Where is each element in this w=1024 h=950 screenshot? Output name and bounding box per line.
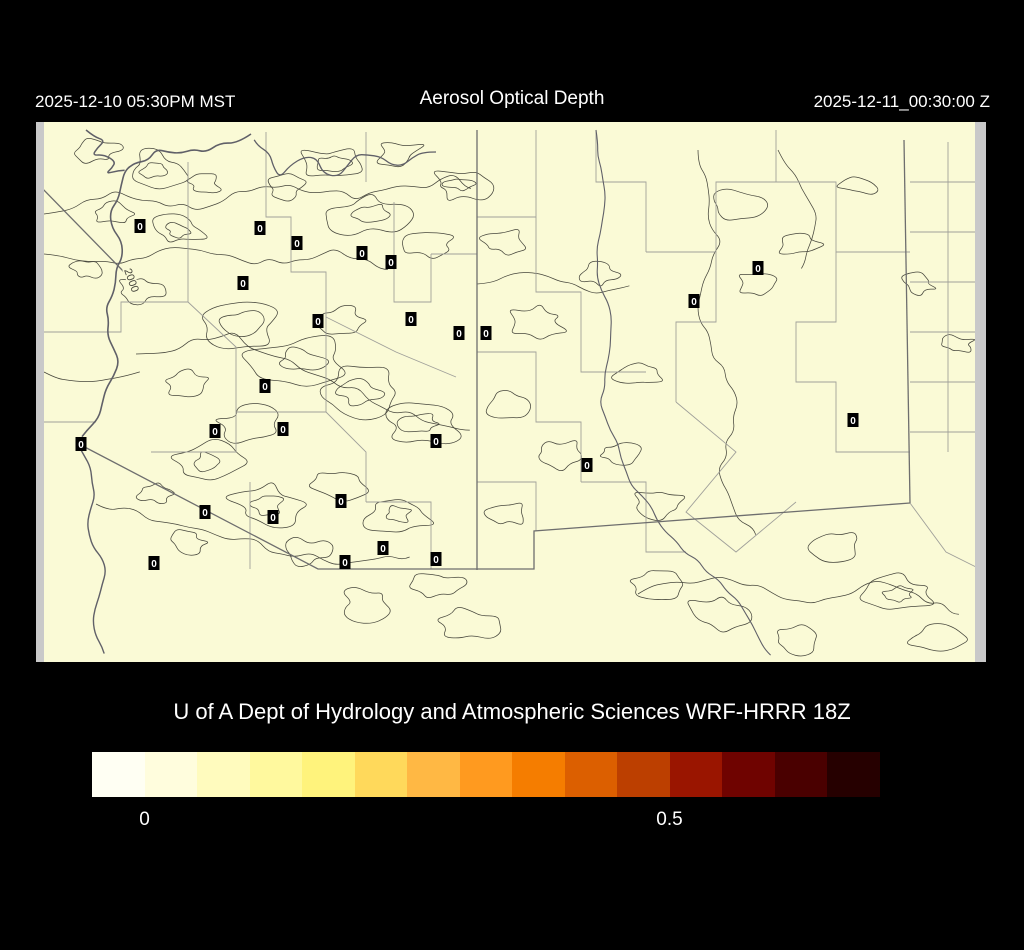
colorbar-segment bbox=[302, 752, 355, 797]
map-edge-strip bbox=[975, 122, 986, 662]
svg-text:0: 0 bbox=[483, 329, 489, 340]
valid-time-utc: 2025-12-11_00:30:00 Z bbox=[813, 92, 990, 111]
colorbar-tick-label: 0.5 bbox=[656, 809, 683, 830]
station-marker: 0 bbox=[453, 326, 465, 340]
colorbar-segment bbox=[827, 752, 880, 797]
aod-colorbar bbox=[92, 752, 880, 797]
colorbar-segment bbox=[617, 752, 670, 797]
svg-text:0: 0 bbox=[408, 315, 414, 326]
station-marker: 0 bbox=[148, 556, 160, 570]
colorbar-segment bbox=[512, 752, 565, 797]
svg-text:0: 0 bbox=[315, 317, 321, 328]
aod-map: 2000 0 0 0 0 0 0 0 0 0 0 0 0 0 0 0 0 0 0 0 0 0 0 0 0 0 0 bbox=[35, 122, 987, 662]
colorbar-segment bbox=[92, 752, 145, 797]
station-marker: 0 bbox=[752, 261, 764, 275]
colorbar-segment bbox=[459, 752, 512, 797]
station-marker: 0 bbox=[134, 219, 146, 233]
station-marker: 0 bbox=[254, 221, 266, 235]
station-marker: 0 bbox=[385, 255, 397, 269]
colorbar-segment bbox=[249, 752, 302, 797]
station-marker: 0 bbox=[199, 505, 211, 519]
station-marker: 0 bbox=[291, 236, 303, 250]
svg-text:0: 0 bbox=[338, 497, 344, 508]
station-marker: 0 bbox=[259, 379, 271, 393]
colorbar-segment bbox=[774, 752, 827, 797]
svg-text:0: 0 bbox=[755, 264, 761, 275]
colorbar-segment bbox=[564, 752, 617, 797]
svg-text:0: 0 bbox=[262, 382, 268, 393]
page-title: Aerosol Optical Depth bbox=[419, 88, 605, 109]
svg-text:0: 0 bbox=[280, 425, 286, 436]
map-edge-strip bbox=[36, 122, 44, 662]
colorbar-segment bbox=[197, 752, 250, 797]
station-marker: 0 bbox=[356, 246, 368, 260]
station-marker: 0 bbox=[312, 314, 324, 328]
station-marker: 0 bbox=[405, 312, 417, 326]
station-marker: 0 bbox=[237, 276, 249, 290]
station-marker: 0 bbox=[75, 437, 87, 451]
station-marker: 0 bbox=[277, 422, 289, 436]
colorbar-tick-label: 0 bbox=[139, 809, 150, 830]
station-marker: 0 bbox=[339, 555, 351, 569]
colorbar-segment bbox=[722, 752, 775, 797]
svg-text:0: 0 bbox=[433, 437, 439, 448]
svg-text:0: 0 bbox=[388, 258, 394, 269]
colorbar-segment bbox=[144, 752, 197, 797]
station-marker: 0 bbox=[377, 541, 389, 555]
colorbar-segment bbox=[354, 752, 407, 797]
svg-text:0: 0 bbox=[270, 513, 276, 524]
station-marker: 0 bbox=[847, 413, 859, 427]
svg-text:0: 0 bbox=[359, 249, 365, 260]
station-marker: 0 bbox=[688, 294, 700, 308]
svg-text:0: 0 bbox=[137, 222, 143, 233]
svg-text:0: 0 bbox=[433, 555, 439, 566]
station-marker: 0 bbox=[335, 494, 347, 508]
svg-text:0: 0 bbox=[342, 558, 348, 569]
svg-text:0: 0 bbox=[691, 297, 697, 308]
svg-text:0: 0 bbox=[240, 279, 246, 290]
svg-text:0: 0 bbox=[151, 559, 157, 570]
station-marker: 0 bbox=[267, 510, 279, 524]
station-marker: 0 bbox=[430, 434, 442, 448]
colorbar-segment bbox=[669, 752, 722, 797]
svg-text:0: 0 bbox=[202, 508, 208, 519]
svg-text:0: 0 bbox=[584, 461, 590, 472]
colorbar-segment bbox=[407, 752, 460, 797]
station-marker: 0 bbox=[209, 424, 221, 438]
svg-text:0: 0 bbox=[456, 329, 462, 340]
svg-text:0: 0 bbox=[380, 544, 386, 555]
svg-text:0: 0 bbox=[78, 440, 84, 451]
valid-time-local: 2025-12-10 05:30PM MST bbox=[35, 92, 236, 111]
svg-text:0: 0 bbox=[850, 416, 856, 427]
svg-text:0: 0 bbox=[212, 427, 218, 438]
svg-text:0: 0 bbox=[294, 239, 300, 250]
station-marker: 0 bbox=[480, 326, 492, 340]
station-marker: 0 bbox=[430, 552, 442, 566]
station-marker: 0 bbox=[581, 458, 593, 472]
svg-text:0: 0 bbox=[257, 224, 263, 235]
credit-line: U of A Dept of Hydrology and Atmospheric… bbox=[173, 699, 851, 724]
